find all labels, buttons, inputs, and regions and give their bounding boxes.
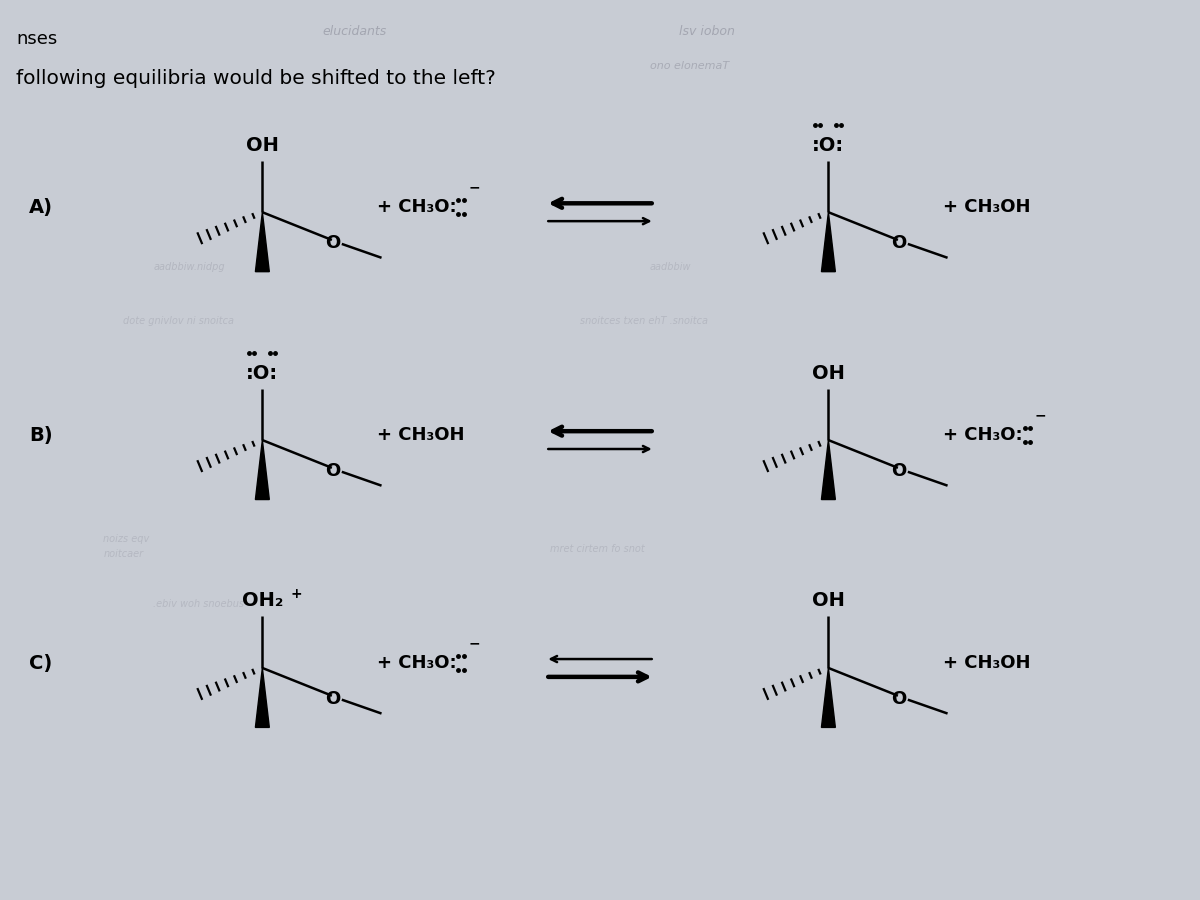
Text: aadbbiw: aadbbiw	[649, 262, 691, 272]
Text: + CH₃OH: + CH₃OH	[943, 198, 1030, 216]
Polygon shape	[256, 440, 269, 500]
Text: + CH₃OH: + CH₃OH	[377, 426, 464, 444]
Text: lsv iobon: lsv iobon	[679, 25, 736, 39]
Text: O: O	[325, 234, 341, 252]
Text: .ebiv woh snoebus: .ebiv woh snoebus	[154, 598, 244, 608]
Text: noizs eqv: noizs eqv	[103, 535, 150, 544]
Polygon shape	[256, 212, 269, 272]
Text: OH: OH	[246, 136, 278, 155]
Text: :O:: :O:	[812, 136, 845, 155]
Text: :O:: :O:	[246, 364, 278, 382]
Polygon shape	[822, 668, 835, 727]
Text: +: +	[290, 587, 301, 600]
Text: O: O	[892, 234, 906, 252]
Text: + CH₃O:: + CH₃O:	[943, 426, 1022, 444]
Text: O: O	[325, 689, 341, 707]
Text: O: O	[892, 689, 906, 707]
Text: OH: OH	[812, 364, 845, 382]
Text: B): B)	[29, 426, 53, 445]
Text: OH: OH	[812, 591, 845, 610]
Text: following equilibria would be shifted to the left?: following equilibria would be shifted to…	[16, 69, 496, 88]
Polygon shape	[822, 440, 835, 500]
Text: aadbbiw.nidpg: aadbbiw.nidpg	[154, 262, 224, 272]
Polygon shape	[822, 212, 835, 272]
Text: A): A)	[29, 198, 53, 217]
Text: nses: nses	[16, 30, 58, 48]
Text: −: −	[1034, 409, 1046, 422]
Polygon shape	[256, 668, 269, 727]
Text: ono elonemaT: ono elonemaT	[649, 60, 728, 70]
Text: C): C)	[29, 653, 53, 672]
Text: O: O	[325, 462, 341, 480]
Text: snoitces txen ehT .snoitca: snoitces txen ehT .snoitca	[580, 316, 708, 326]
Text: + CH₃O:: + CH₃O:	[377, 198, 456, 216]
Text: O: O	[892, 462, 906, 480]
Text: mret cirtem fo snot: mret cirtem fo snot	[551, 544, 646, 554]
Text: OH₂: OH₂	[241, 591, 283, 610]
Text: dote gnivlov ni snoitca: dote gnivlov ni snoitca	[124, 316, 234, 326]
Text: + CH₃O:: + CH₃O:	[377, 654, 456, 672]
Text: −: −	[468, 181, 480, 194]
Text: −: −	[468, 636, 480, 650]
Text: noitcaer: noitcaer	[103, 549, 144, 559]
Text: + CH₃OH: + CH₃OH	[943, 654, 1030, 672]
Text: elucidants: elucidants	[322, 25, 386, 39]
